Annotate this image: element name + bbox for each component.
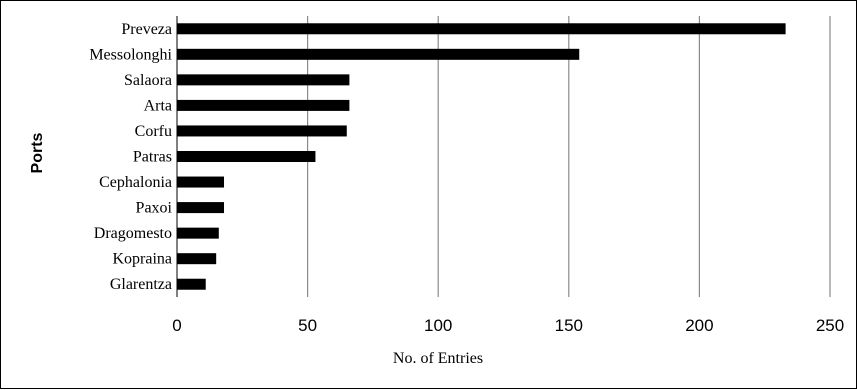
x-tick-label: 200 — [685, 316, 713, 335]
category-label: Cephalonia — [99, 174, 172, 191]
bar-arta — [177, 99, 350, 111]
x-axis-title: No. of Entries — [393, 350, 483, 367]
category-label: Salaora — [124, 72, 172, 89]
bars — [177, 23, 786, 290]
category-label: Glarentza — [110, 276, 172, 293]
category-label: Corfu — [135, 123, 172, 140]
bar-dragomesto — [177, 227, 219, 239]
grid-lines — [176, 16, 831, 297]
bar-messolonghi — [177, 48, 580, 60]
y-axis-title: Ports — [29, 132, 46, 173]
x-tick-label: 250 — [816, 316, 844, 335]
category-label: Preveza — [121, 21, 172, 38]
category-labels: Preveza Messolonghi Salaora Arta Corfu Patras… — [89, 21, 172, 293]
bar-patras — [177, 151, 316, 162]
bar-glarentza — [177, 278, 206, 290]
bar-cephalonia — [177, 176, 225, 188]
bar-corfu — [177, 125, 347, 137]
x-tick-label: 0 — [172, 316, 181, 335]
x-tick-label: 150 — [555, 316, 583, 335]
bar-kopraina — [177, 253, 217, 265]
x-tick-labels: 0 50 100 150 200 250 — [172, 316, 844, 335]
bar-preveza — [177, 23, 786, 35]
bar-paxoi — [177, 202, 225, 214]
bar-salaora — [177, 74, 350, 86]
x-tick-label: 50 — [298, 316, 317, 335]
category-label: Arta — [144, 97, 172, 114]
category-label: Patras — [133, 149, 172, 166]
category-label: Kopraina — [112, 251, 172, 268]
x-tick-label: 100 — [424, 316, 452, 335]
category-label: Dragomesto — [94, 225, 172, 242]
category-label: Paxoi — [136, 200, 173, 217]
category-label: Messolonghi — [89, 46, 172, 63]
